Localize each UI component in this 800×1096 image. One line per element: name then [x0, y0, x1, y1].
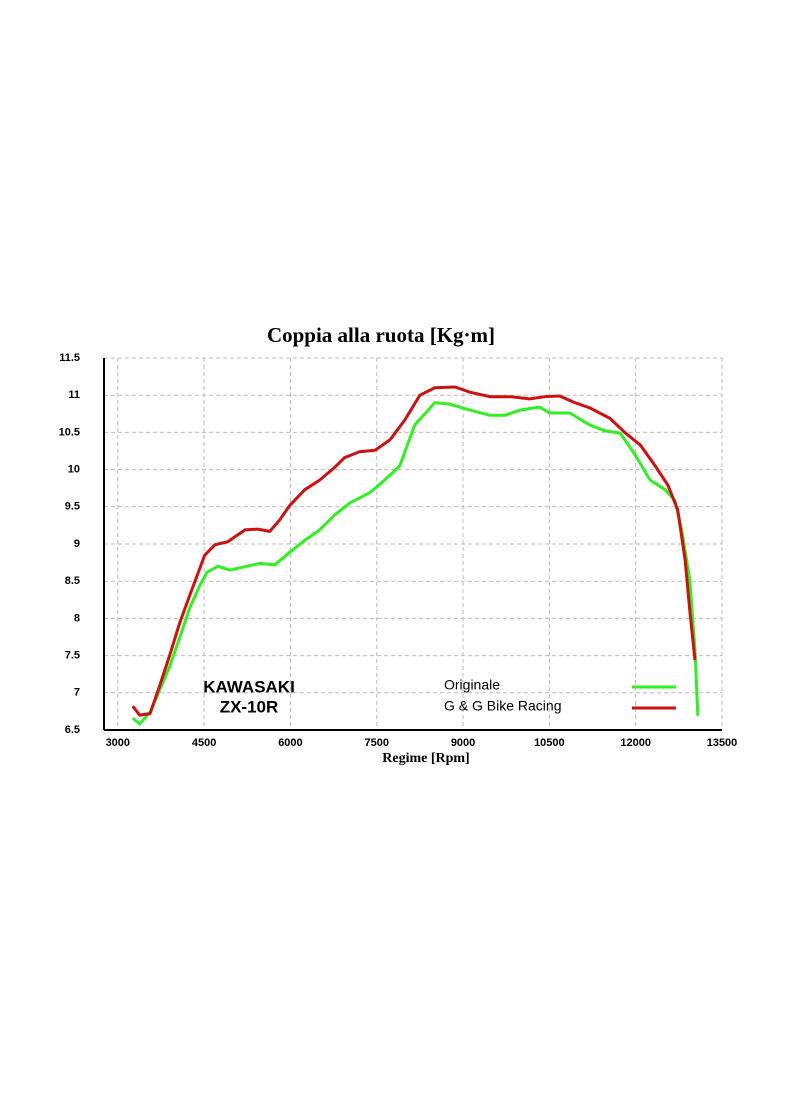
x-tick-label: 3000 [106, 737, 130, 749]
x-tick-label: 12000 [620, 737, 651, 749]
y-tick-label: 6.5 [65, 724, 80, 736]
y-tick-label: 11.5 [59, 352, 80, 364]
legend-label: Originale [444, 677, 500, 693]
y-tick-label: 8.5 [65, 575, 80, 587]
y-tick-label: 7 [74, 687, 80, 699]
x-tick-label: 13500 [707, 737, 738, 749]
x-tick-label: 4500 [192, 737, 216, 749]
y-tick-label: 8 [74, 612, 80, 624]
y-tick-label: 9 [74, 538, 80, 550]
y-tick-label: 10 [68, 464, 80, 476]
x-tick-label: 9000 [451, 737, 475, 749]
legend-label: G & G Bike Racing [444, 698, 562, 714]
series-line [131, 385, 697, 717]
chart-title: Coppia alla ruota [Kg·m] [267, 323, 495, 347]
y-tick-label: 7.5 [65, 650, 80, 662]
x-tick-label: 10500 [534, 737, 565, 749]
x-tick-label: 7500 [365, 737, 389, 749]
x-axis-label: Regime [Rpm] [382, 751, 469, 766]
annotation: KAWASAKI [203, 677, 295, 696]
y-tick-label: 9.5 [65, 501, 80, 513]
annotation: ZX-10R [220, 697, 279, 716]
x-tick-label: 6000 [278, 737, 302, 749]
y-tick-label: 10.5 [59, 426, 80, 438]
y-tick-label: 11 [68, 389, 80, 401]
series-line [131, 401, 700, 726]
